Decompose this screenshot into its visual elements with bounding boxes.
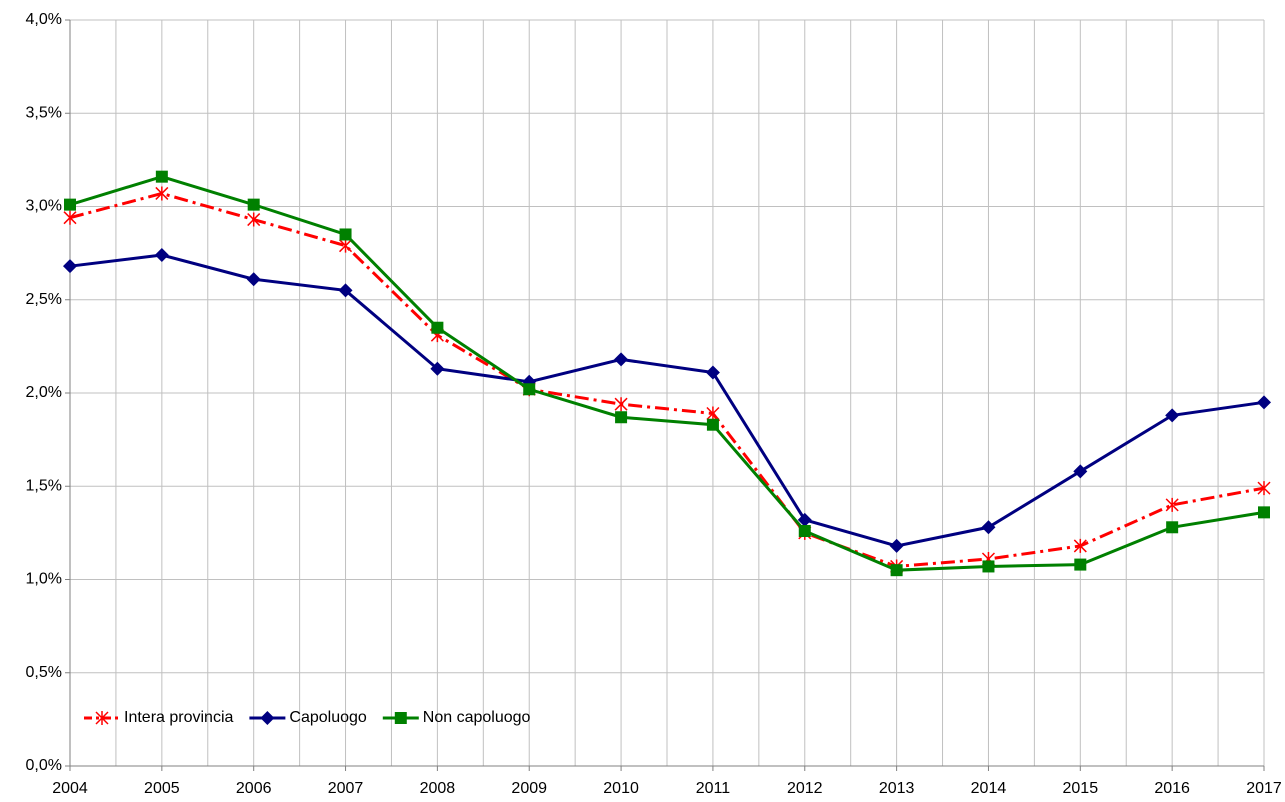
marker (431, 321, 444, 334)
marker (1073, 464, 1088, 479)
x-tick-label: 2010 (603, 780, 639, 797)
marker (1074, 558, 1087, 571)
series-line (69, 191, 1265, 568)
x-tick-label: 2007 (328, 780, 364, 797)
marker (706, 418, 719, 431)
marker (614, 352, 629, 367)
marker (155, 186, 169, 201)
marker (247, 198, 260, 211)
marker (889, 538, 904, 553)
y-tick-label: 0,0% (26, 757, 62, 774)
x-tick-label: 2004 (52, 780, 88, 797)
x-tick-label: 2008 (420, 780, 456, 797)
marker (797, 512, 812, 527)
marker (63, 259, 77, 274)
marker (981, 520, 996, 535)
marker (705, 365, 720, 380)
marker (523, 383, 536, 396)
y-tick-label: 1,5% (26, 477, 62, 494)
marker (64, 198, 76, 211)
marker (1257, 481, 1271, 496)
y-tick-label: 3,5% (26, 104, 62, 121)
marker (247, 212, 261, 227)
y-tick-label: 4,0% (26, 11, 62, 28)
y-tick-label: 2,0% (26, 384, 62, 401)
series-line (69, 175, 1265, 572)
legend-label: Intera provincia (124, 709, 233, 726)
marker (339, 238, 353, 253)
marker (338, 283, 353, 298)
x-tick-label: 2013 (879, 780, 915, 797)
x-tick-label: 2011 (696, 780, 731, 797)
marker (1165, 497, 1179, 512)
y-tick-label: 0,5% (26, 664, 62, 681)
x-tick-label: 2014 (971, 780, 1007, 797)
legend-marker (95, 711, 109, 725)
marker (430, 361, 445, 376)
marker (1166, 521, 1179, 534)
marker (798, 525, 811, 538)
x-tick-label: 2017 (1246, 780, 1282, 797)
legend-label: Capoluogo (289, 709, 367, 726)
marker (1073, 538, 1087, 553)
legend-label: Non capoluogo (423, 709, 531, 726)
marker (1165, 408, 1180, 423)
legend-marker (260, 711, 275, 725)
marker (614, 397, 628, 412)
legend-marker (394, 712, 407, 724)
series-line (69, 253, 1265, 548)
marker (982, 560, 995, 573)
marker (63, 210, 77, 225)
x-tick-label: 2016 (1154, 780, 1190, 797)
marker (339, 228, 352, 241)
marker (1257, 395, 1271, 410)
x-tick-label: 2009 (511, 780, 547, 797)
marker (706, 406, 720, 421)
marker (155, 170, 168, 183)
marker (890, 564, 903, 577)
x-tick-label: 2006 (236, 780, 272, 797)
marker (1258, 506, 1270, 519)
x-tick-label: 2012 (787, 780, 823, 797)
marker (615, 411, 628, 424)
y-tick-label: 1,0% (26, 571, 62, 588)
marker (246, 272, 261, 287)
marker (154, 247, 169, 262)
y-tick-label: 2,5% (26, 291, 62, 308)
x-tick-label: 2005 (144, 780, 180, 797)
y-tick-label: 3,0% (26, 198, 62, 215)
x-tick-label: 2015 (1063, 780, 1099, 797)
